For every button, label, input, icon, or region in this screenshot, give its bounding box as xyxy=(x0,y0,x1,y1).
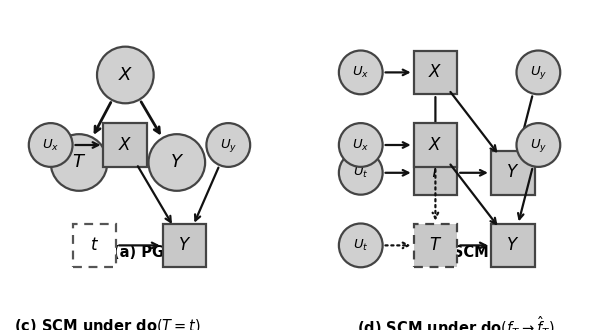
Text: $T$: $T$ xyxy=(429,237,442,254)
Text: (a) PGM: (a) PGM xyxy=(113,245,179,260)
Text: $X$: $X$ xyxy=(117,66,133,84)
Text: $U_t$: $U_t$ xyxy=(353,165,368,180)
Text: $U_t$: $U_t$ xyxy=(353,238,368,253)
Text: (d) SCM under $\mathbf{do}$$(f_T \to \hat{f}_T)$: (d) SCM under $\mathbf{do}$$(f_T \to \ha… xyxy=(357,314,555,330)
Circle shape xyxy=(339,123,382,167)
Text: $X$: $X$ xyxy=(428,137,443,153)
Circle shape xyxy=(206,123,250,167)
Text: $U_y$: $U_y$ xyxy=(530,137,547,153)
Circle shape xyxy=(148,134,205,191)
Text: (b) SCM: (b) SCM xyxy=(424,245,488,260)
Circle shape xyxy=(339,151,382,195)
Bar xyxy=(491,151,534,195)
Circle shape xyxy=(97,47,154,103)
Text: $T$: $T$ xyxy=(72,153,86,172)
Bar xyxy=(413,151,457,195)
Text: $Y$: $Y$ xyxy=(178,237,191,254)
Text: $T$: $T$ xyxy=(429,164,442,181)
Bar xyxy=(413,223,457,267)
Text: $t$: $t$ xyxy=(90,237,99,254)
Text: $U_x$: $U_x$ xyxy=(42,138,60,152)
Text: (c) SCM under $\mathbf{do}$$(T=t)$: (c) SCM under $\mathbf{do}$$(T=t)$ xyxy=(14,317,201,330)
Circle shape xyxy=(29,123,72,167)
Circle shape xyxy=(50,134,107,191)
Text: $U_y$: $U_y$ xyxy=(219,137,237,153)
Text: $U_y$: $U_y$ xyxy=(530,64,547,81)
Circle shape xyxy=(516,50,560,94)
Text: $Y$: $Y$ xyxy=(506,164,519,181)
Circle shape xyxy=(339,223,382,267)
Bar xyxy=(413,50,457,94)
Text: $X$: $X$ xyxy=(118,137,133,153)
Text: $U_x$: $U_x$ xyxy=(352,138,370,152)
Text: $X$: $X$ xyxy=(428,64,443,81)
Circle shape xyxy=(339,50,382,94)
Bar xyxy=(72,223,116,267)
Circle shape xyxy=(516,123,560,167)
Text: $Y$: $Y$ xyxy=(170,153,184,172)
Text: $Y$: $Y$ xyxy=(506,237,519,254)
Bar xyxy=(163,223,206,267)
Text: $U_x$: $U_x$ xyxy=(352,65,370,80)
Bar xyxy=(413,123,457,167)
Bar xyxy=(491,223,534,267)
Bar xyxy=(103,123,147,167)
